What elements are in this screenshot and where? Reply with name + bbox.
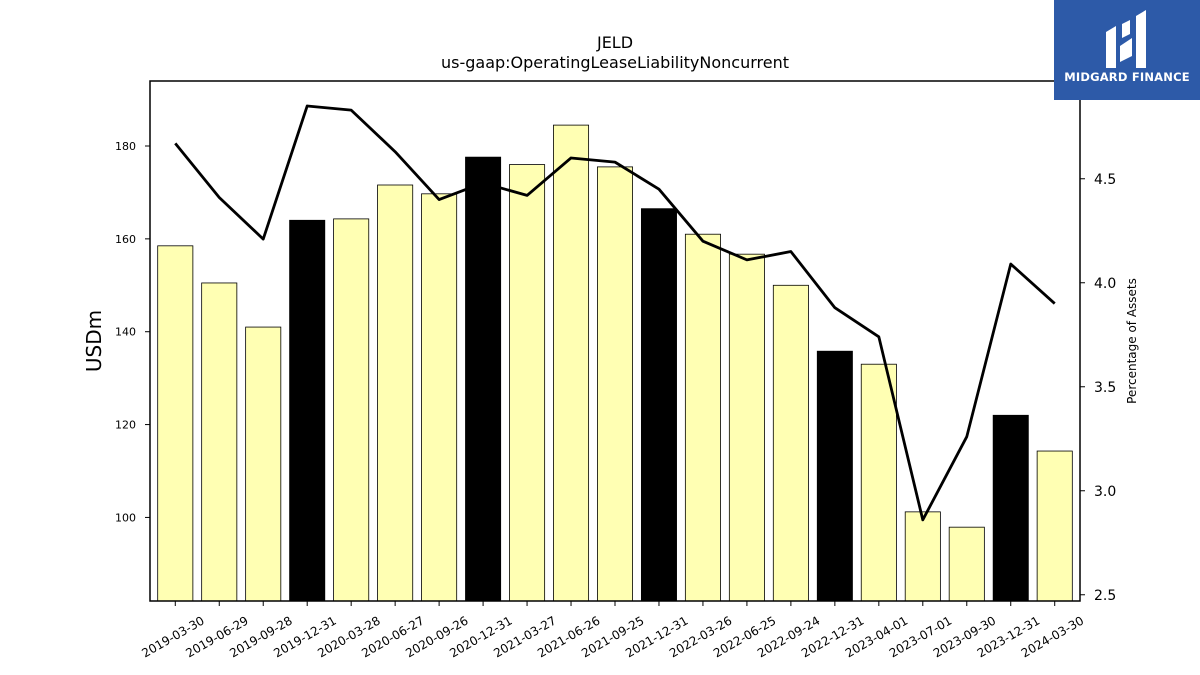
bar-2024-03-30 [1036, 450, 1073, 602]
y2-tick-label-4: 4.0 [1094, 276, 1116, 292]
bar-2019-06-29 [201, 282, 238, 602]
bar-2022-03-26 [684, 233, 721, 602]
y2-tick-label-3.5: 3.5 [1094, 380, 1116, 396]
y-tick-label-180: 180 [115, 140, 136, 153]
y-axis-right: 2.5 3.0 3.5 4.0 4.5 [1080, 172, 1116, 604]
bar-2019-12-31 [289, 219, 326, 602]
bar-2021-03-27 [509, 164, 546, 602]
midgard-logo-icon [1106, 10, 1146, 68]
x-axis: 2019-03-302019-06-292019-09-282019-12-31… [139, 601, 1086, 660]
bar-2022-09-24 [772, 284, 809, 602]
bar-2020-09-26 [421, 193, 458, 602]
bar-series [157, 124, 1073, 602]
bar-2023-07-01 [904, 511, 941, 602]
y-axis-label: USDm [82, 310, 106, 372]
bar-2020-06-27 [377, 184, 414, 602]
y-tick-label-120: 120 [115, 419, 136, 432]
brand-logo: MIDGARD FINANCE [1054, 0, 1200, 100]
bar-2023-04-01 [860, 363, 897, 602]
brand-name: MIDGARD FINANCE [1064, 70, 1190, 84]
bar-2023-09-30 [948, 526, 985, 602]
bar-2023-12-31 [992, 414, 1029, 602]
y2-tick-label-2.5: 2.5 [1094, 588, 1116, 604]
bar-2021-06-26 [553, 124, 590, 602]
bar-2019-09-28 [245, 326, 282, 602]
y-tick-label-100: 100 [115, 511, 136, 524]
line-series [174, 104, 1056, 522]
bar-2021-09-25 [597, 166, 633, 602]
y-tick-label-140: 140 [115, 326, 136, 339]
chart-title: JELD [596, 33, 633, 52]
bar-2022-12-31 [816, 350, 853, 602]
bar-2021-12-31 [640, 208, 677, 602]
chart-subtitle: us-gaap:OperatingLeaseLiabilityNoncurren… [441, 53, 789, 72]
bar-2020-12-31 [465, 156, 502, 602]
y2-axis-label: Percentage of Assets [1125, 278, 1139, 404]
bar-2020-03-28 [333, 218, 370, 602]
pct-assets-line [174, 104, 1056, 522]
bar-2019-03-30 [157, 245, 194, 602]
y2-tick-label-4.5: 4.5 [1094, 172, 1116, 188]
y-tick-label-160: 160 [115, 233, 136, 246]
y-axis-left: 100 120 140 160 180 [115, 140, 150, 524]
bar-2022-06-25 [728, 253, 765, 602]
y2-tick-label-3: 3.0 [1094, 484, 1116, 500]
